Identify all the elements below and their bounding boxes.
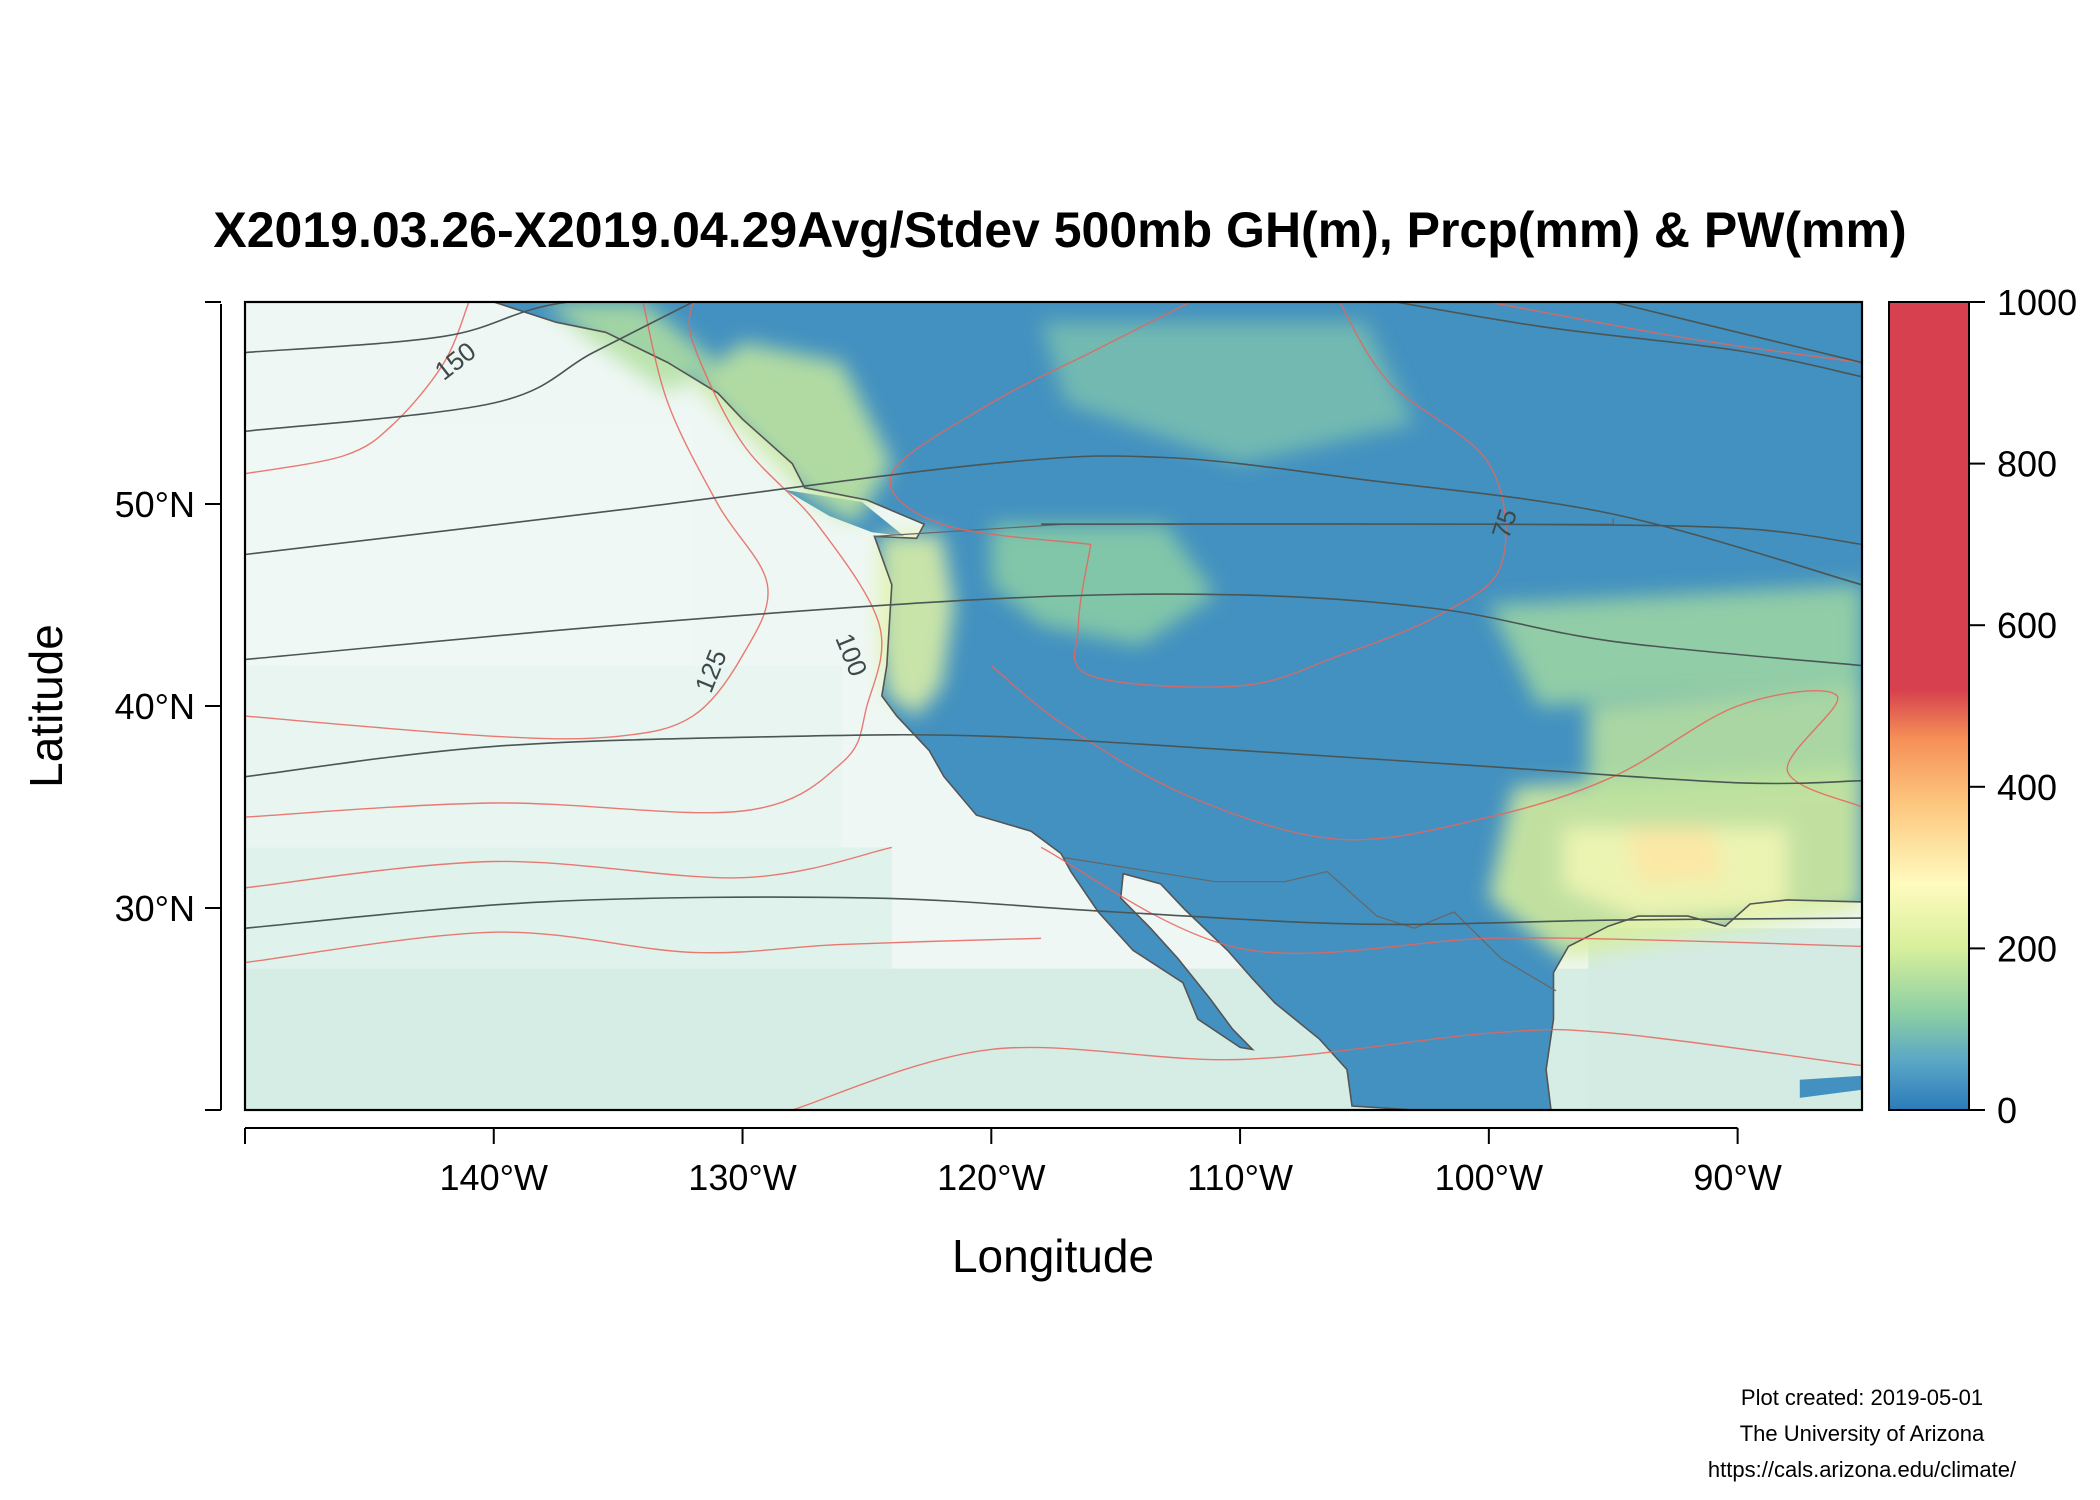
gh-contour [245,896,1862,929]
y-tick-label: 50°N [115,484,195,525]
gh-contour [1391,302,1862,378]
stdev-contour [1073,302,1507,688]
stdev-contour [792,1028,1862,1110]
credits-block: Plot created: 2019-05-01 The University … [1652,1380,2072,1488]
us-mexico-border [1063,856,1557,992]
stdev-contour [1040,846,1862,955]
stdev-contour [245,302,883,818]
x-tick-label: 110°W [1187,1157,1293,1198]
precip-region-mid-south [1588,685,1862,807]
yucatan-land [1799,1075,1862,1098]
gh-contour [1041,523,1862,546]
precip-region-bc-coast [692,342,892,525]
x-axis-label: Longitude [952,1230,1154,1282]
plot-created-text: Plot created: 2019-05-01 [1740,1385,1984,1410]
gh-contour [1613,302,1862,364]
x-tick-label: 130°W [688,1157,796,1198]
stdev-contour [245,302,769,740]
precip-region-midwest [1488,584,1862,706]
stdev-contour [990,665,1862,841]
stdev-contour [245,931,1042,964]
precip-region-interior-northwest [991,524,1216,646]
stdev-contour [1488,302,1862,364]
precip-region-alaska-panhandle [543,302,718,393]
precip-region-canadian-prairies [1041,322,1415,464]
colorbar-frame [1888,301,1970,1111]
stdev-contour [245,302,470,475]
colorbar-tick-label: 800 [1997,444,2057,485]
ocean-band [245,423,693,666]
y-axis: 30°N 40°N 50°N [115,301,222,1111]
precip-layer [543,302,1862,959]
gh-contour [245,302,576,354]
gh-contour [245,733,1862,785]
colorbar-tick-label: 400 [1997,767,2057,808]
colorbar-tick-label: 1000 [1997,282,2077,323]
y-tick-label: 40°N [115,686,195,727]
colorbar-tick-label: 200 [1997,928,2057,969]
x-tick-label: 100°W [1435,1157,1543,1198]
x-axis: 140°W 130°W 120°W 110°W 100°W 90°W [244,1127,1782,1198]
gh-contour [245,593,1862,667]
x-tick-label: 120°W [937,1157,1045,1198]
stdev-contour [889,302,1191,546]
gh-contour [245,455,1862,586]
y-axis-label: Latitude [20,624,72,788]
gh-contour [245,302,694,433]
gh-contour-layer [245,302,1862,929]
chart-title: X2019.03.26-X2019.04.29Avg/Stdev 500mb G… [213,202,1906,258]
ocean-band [245,847,892,969]
x-tick-label: 90°W [1693,1157,1781,1198]
stdev-contour-layer [245,302,1862,1110]
institution-text: The University of Arizona [1739,1421,1985,1446]
colorbar-tick-label: 600 [1997,605,2057,646]
colorbar: 0 200 400 600 800 1000 [1888,282,2077,1131]
precip-region-pacific-northwest [879,534,954,717]
plot-frame [243,300,1864,1112]
ocean-band [245,665,842,848]
x-tick-label: 140°W [440,1157,548,1198]
y-tick-label: 30°N [115,888,195,929]
ocean-band [1588,928,1862,1110]
colorbar-ticks: 0 200 400 600 800 1000 [1969,282,2077,1131]
website-text: https://cals.arizona.edu/climate/ [1707,1457,2017,1482]
stdev-contour [245,846,892,889]
colorbar-tick-label: 0 [1997,1090,2017,1131]
colorbar-fill [1889,302,1969,1110]
precip-region-texas-core [1625,827,1726,884]
coastline [493,302,1862,1110]
